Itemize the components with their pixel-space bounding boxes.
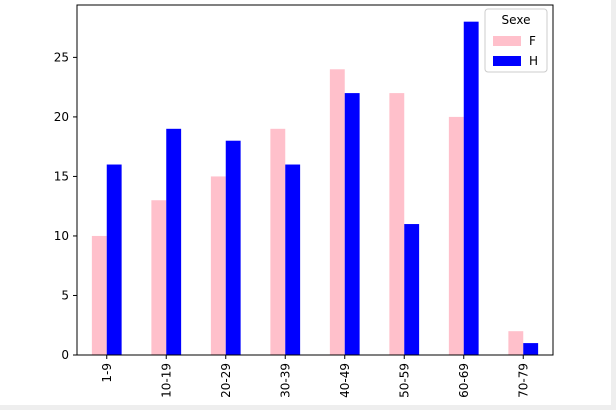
bar-H-40-49: [344, 93, 360, 355]
x-tick-label: 1-9: [100, 363, 114, 383]
y-axis: 0 5 10 15 20 25: [54, 50, 77, 362]
y-tick-label: 15: [54, 169, 69, 183]
x-tick-label: 40-49: [338, 363, 352, 398]
bar-chart: 0 5 10 15 20 25 1-9 10-19 20-29 30-39 40-49 50-59 6…: [54, 4, 554, 398]
bar-F-60-69: [448, 116, 464, 356]
bar-H-10-19: [166, 128, 182, 355]
legend: Sexe FH: [484, 8, 548, 73]
legend-label-F: F: [529, 34, 536, 48]
axes-frame: [76, 4, 554, 356]
y-tick-label: 25: [54, 50, 69, 64]
figure-canvas: 0 5 10 15 20 25 1-9 10-19 20-29 30-39 40-49 50-59 6…: [0, 0, 611, 405]
x-tick-label: 70-79: [516, 363, 530, 398]
bar-H-50-59: [404, 224, 420, 355]
bar-F-10-19: [151, 200, 167, 355]
bar-H-70-79: [523, 343, 539, 355]
bars-layer: [91, 21, 539, 356]
legend-swatch-H: [493, 56, 521, 66]
bar-H-60-69: [463, 21, 479, 356]
y-tick-label: 5: [61, 288, 69, 302]
legend-title: Sexe: [502, 13, 531, 27]
x-axis: 1-9 10-19 20-29 30-39 40-49 50-59 60-69 70-79: [100, 355, 530, 398]
x-tick-label: 60-69: [457, 363, 471, 398]
legend-label-H: H: [529, 54, 538, 68]
bar-H-30-39: [285, 164, 301, 355]
bar-F-20-29: [210, 176, 226, 355]
y-tick-label: 0: [61, 348, 69, 362]
x-tick-label: 50-59: [397, 363, 411, 398]
bar-H-1-9: [106, 164, 122, 355]
y-tick-label: 10: [54, 229, 69, 243]
legend-swatch-F: [493, 36, 521, 46]
bar-F-40-49: [329, 69, 345, 356]
bar-F-70-79: [508, 331, 524, 355]
y-tick-label: 20: [54, 110, 69, 124]
x-tick-label: 20-29: [219, 363, 233, 398]
bar-F-30-39: [270, 128, 286, 355]
bar-H-20-29: [225, 140, 241, 355]
x-tick-label: 10-19: [159, 363, 173, 398]
bar-F-1-9: [91, 235, 107, 355]
bar-F-50-59: [389, 93, 405, 355]
x-tick-label: 30-39: [278, 363, 292, 398]
